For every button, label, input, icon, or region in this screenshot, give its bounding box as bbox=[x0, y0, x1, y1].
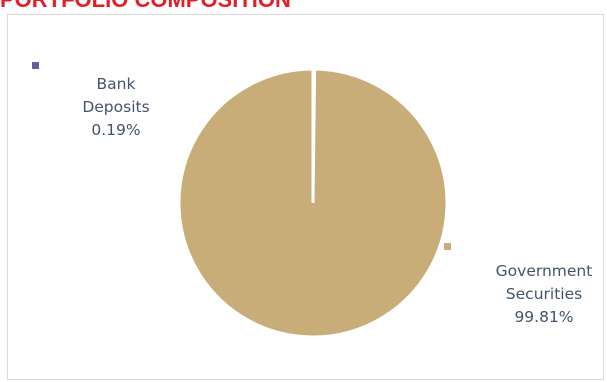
bank-deposits-marker bbox=[32, 62, 39, 69]
government-securities-slice bbox=[177, 67, 449, 339]
government-securities-value: 99.81% bbox=[514, 308, 574, 326]
government-securities-category: Government Securities bbox=[495, 262, 593, 303]
pie-slices bbox=[177, 67, 449, 339]
government-securities-marker bbox=[444, 243, 451, 250]
bank-deposits-category: Bank Deposits bbox=[82, 75, 150, 116]
bank-deposits-value: 0.19% bbox=[91, 121, 141, 139]
government-securities-label: Government Securities 99.81% bbox=[474, 260, 607, 329]
chart-title: PORTFOLIO COMPOSITION bbox=[0, 0, 291, 11]
bank-deposits-label: Bank Deposits 0.19% bbox=[70, 73, 162, 142]
